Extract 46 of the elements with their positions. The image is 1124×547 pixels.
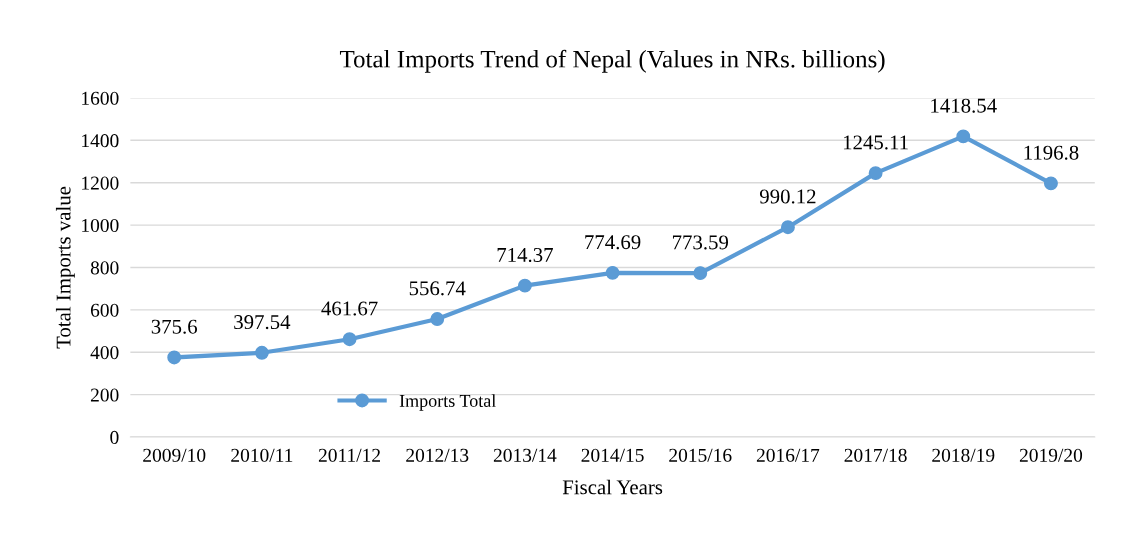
x-tick-label: 2015/16: [669, 448, 732, 462]
x-tick-label: 2011/12: [318, 448, 380, 462]
point: [517, 278, 532, 293]
point: [254, 345, 269, 360]
y-tick-label: 1600: [82, 91, 119, 105]
data-label: 990.12: [759, 189, 816, 204]
y-tick-label: 200: [90, 388, 119, 402]
x-tick-label: 2017/18: [844, 448, 907, 462]
x-tick-label: 2018/19: [932, 448, 995, 462]
data-label: 1196.8: [1024, 145, 1079, 160]
data-label: 774.69: [585, 235, 641, 250]
y-tick-label: 1400: [82, 134, 119, 148]
data-label: 375.6: [151, 319, 198, 334]
point: [868, 166, 883, 181]
data-label: 773.59: [672, 235, 729, 250]
point: [956, 129, 971, 144]
x-tick-label: 2009/10: [143, 448, 206, 462]
x-axis-title: Fiscal Years: [562, 479, 663, 495]
point: [167, 350, 182, 365]
point: [1043, 176, 1058, 191]
legend-label: Imports Total: [399, 394, 496, 411]
data-label: 556.74: [409, 281, 466, 296]
data-label: 461.67: [321, 301, 378, 316]
x-tick-label: 2012/13: [406, 448, 469, 462]
x-tick-label: 2016/17: [756, 448, 820, 462]
chart-title: Total Imports Trend of Nepal (Values in NRs. billions): [339, 49, 885, 73]
point: [342, 332, 357, 347]
point: [430, 312, 445, 326]
y-tick-label: 600: [90, 303, 119, 317]
data-label: 1245.11: [843, 135, 908, 150]
point: [780, 220, 795, 235]
y-tick-label: 400: [90, 346, 119, 360]
x-tick-label: 2010/11: [231, 448, 293, 462]
data-label: 397.54: [234, 315, 291, 330]
y-tick-label: 1000: [82, 218, 119, 233]
y-axis-title: Total Imports value: [55, 186, 75, 349]
y-tick-label: 1200: [82, 176, 119, 190]
y-tick-label: 0: [110, 430, 119, 444]
x-tick-label: 2013/14: [493, 448, 557, 462]
data-label: 1418.54: [931, 98, 997, 113]
x-tick-label: 2019/20: [1019, 448, 1083, 462]
data-label: 714.37: [497, 247, 553, 263]
point: [605, 265, 620, 280]
x-tick-label: 2014/15: [581, 448, 644, 462]
point: [693, 266, 708, 281]
y-tick-label: 800: [90, 261, 119, 275]
